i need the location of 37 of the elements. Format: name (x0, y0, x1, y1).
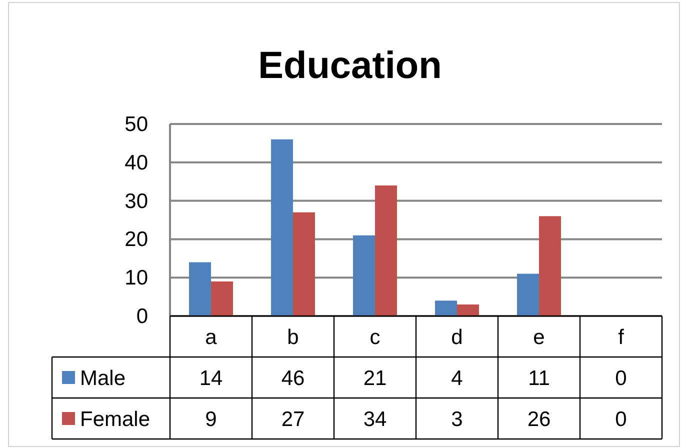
data-label: 26 (527, 408, 551, 431)
data-label: 27 (281, 408, 305, 431)
data-label: 46 (281, 367, 305, 390)
legend-label: Female (80, 408, 150, 431)
bar (435, 300, 457, 316)
x-tick-label: f (618, 326, 624, 349)
y-tick-label: 10 (124, 266, 148, 290)
data-label: 34 (363, 408, 387, 431)
x-tick-label: d (451, 326, 463, 349)
x-tick-label: c (370, 326, 380, 349)
bar (375, 185, 397, 316)
bar (539, 216, 561, 316)
legend-label: Male (80, 367, 126, 390)
data-label: 11 (528, 367, 550, 390)
y-tick-label: 20 (124, 228, 148, 252)
x-tick-label: b (287, 326, 299, 349)
bar (353, 235, 375, 316)
data-label: 0 (615, 367, 627, 390)
chart-title: Education (258, 45, 442, 87)
y-tick-label: 40 (124, 151, 148, 174)
bar (189, 262, 211, 316)
x-tick-label: e (533, 326, 545, 349)
x-tick-label: a (205, 326, 218, 349)
data-label: 4 (451, 367, 464, 390)
data-label: 3 (451, 408, 463, 431)
bar (211, 281, 233, 316)
bar (517, 274, 539, 316)
bar (271, 139, 293, 316)
y-tick-label: 50 (124, 113, 148, 136)
y-tick-label: 30 (124, 190, 148, 213)
data-label: 9 (205, 408, 217, 431)
data-label: 0 (615, 408, 627, 431)
data-label: 14 (199, 367, 223, 390)
bar (457, 304, 479, 316)
data-label: 21 (363, 367, 387, 390)
bar (293, 212, 315, 316)
y-tick-label: 0 (136, 305, 148, 328)
